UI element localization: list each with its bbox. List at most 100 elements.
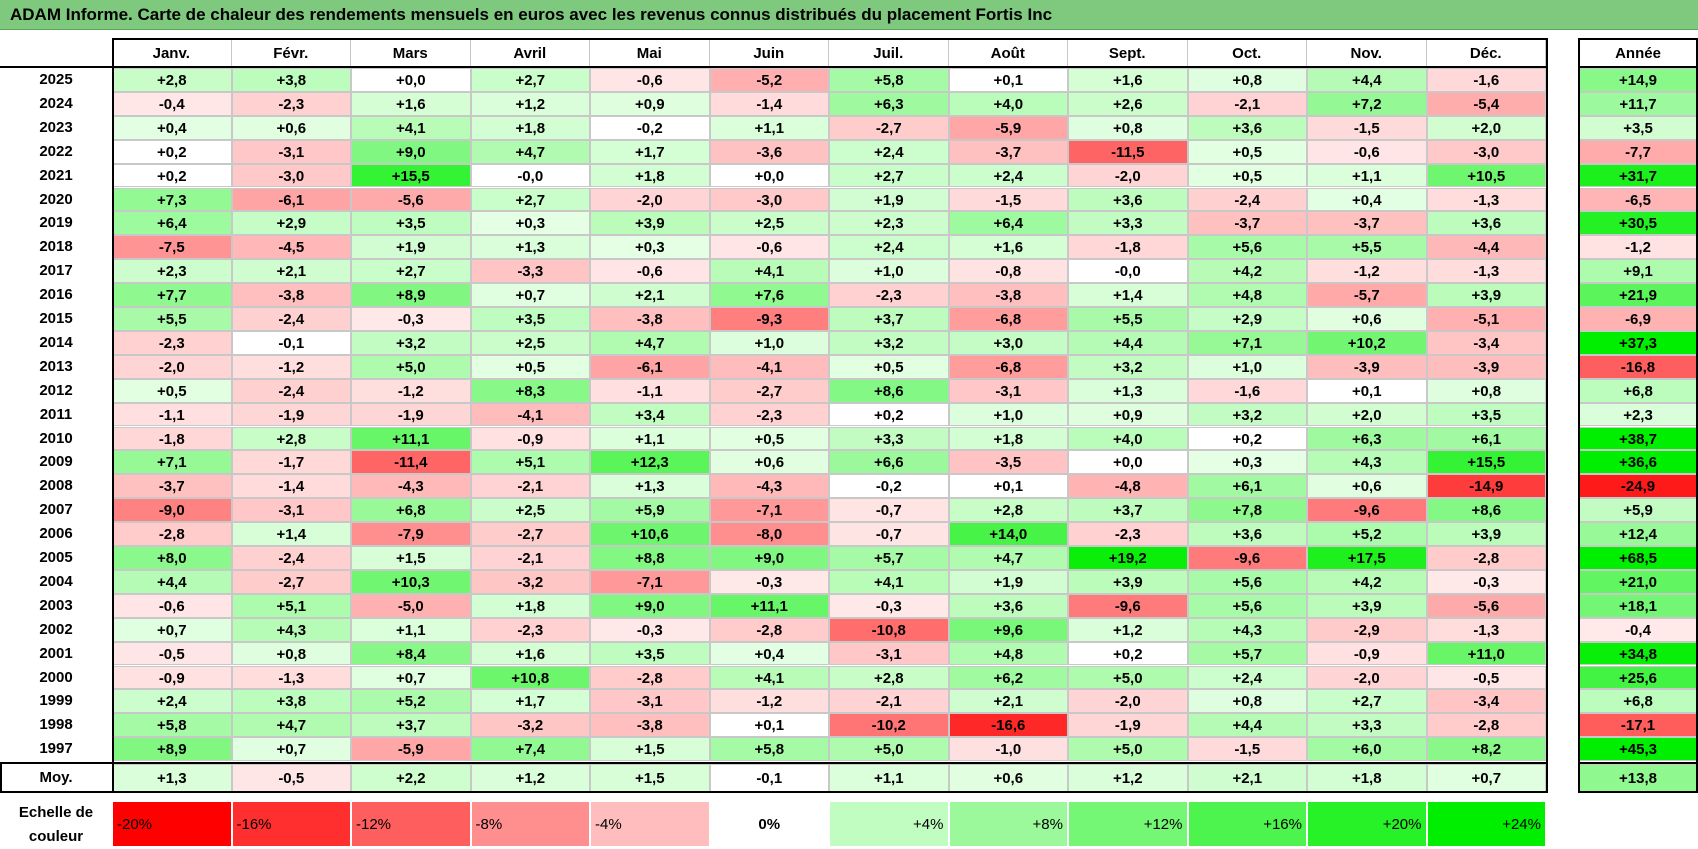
page-title: ADAM Informe. Carte de chaleur des rende… (0, 0, 1698, 30)
annual-cell: +11,7 (1578, 91, 1698, 116)
heatmap-cell: +0,2 (112, 163, 232, 188)
heatmap-cell: -10,2 (829, 713, 949, 738)
average-cell: +1,1 (829, 764, 949, 792)
heatmap-cell: +0,1 (1307, 378, 1427, 403)
heatmap-cell: -0,2 (829, 474, 949, 499)
heatmap-cell: +4,1 (709, 665, 829, 690)
heatmap-cell: -3,1 (231, 498, 351, 523)
heatmap-cell: +1,5 (351, 546, 471, 570)
heatmap-cell: +5,9 (590, 498, 710, 523)
heatmap-cell: +0,7 (231, 737, 351, 762)
annual-cell: +25,6 (1578, 665, 1698, 690)
heatmap-cell: +12,3 (590, 450, 710, 475)
average-cell: +1,3 (112, 764, 232, 792)
heatmap-cell: +5,6 (1187, 235, 1307, 260)
heatmap-cell: +6,6 (829, 450, 949, 475)
heatmap-cell: -1,6 (1426, 68, 1546, 92)
heatmap-cell: +4,7 (231, 713, 351, 738)
heatmap-cell: +6,1 (1187, 474, 1307, 499)
heatmap-cell: +1,6 (1068, 68, 1188, 92)
heatmap-cell: +1,4 (1068, 283, 1188, 307)
heatmap-cell: +0,1 (709, 713, 829, 738)
column-header: Avril (471, 40, 590, 68)
heatmap-cell: +4,1 (709, 259, 829, 284)
heatmap-cell: -2,3 (829, 283, 949, 307)
annual-cell: +18,1 (1578, 593, 1698, 618)
heatmap-cell: +2,8 (829, 665, 949, 690)
heatmap-cell: +3,3 (1068, 211, 1188, 236)
heatmap-cell: +3,3 (829, 426, 949, 451)
heatmap-cell: +5,2 (351, 689, 471, 714)
heatmap-cell: -3,8 (948, 283, 1068, 307)
heatmap-cell: +5,6 (1187, 569, 1307, 594)
heatmap-cell: +3,9 (1426, 522, 1546, 546)
heatmap-cell: -8,0 (709, 522, 829, 546)
heatmap-cell: +5,8 (709, 737, 829, 762)
heatmap-cell: -0,5 (1426, 665, 1546, 690)
heatmap-cell: -2,1 (829, 689, 949, 714)
heatmap-cell: +0,6 (231, 115, 351, 140)
heatmap-cell: -7,1 (709, 498, 829, 523)
heatmap-cell: +3,2 (1187, 402, 1307, 427)
color-scale-step: -20% (112, 801, 232, 847)
heatmap-cell: +8,2 (1426, 737, 1546, 762)
heatmap-cell: -2,3 (709, 402, 829, 427)
heatmap-cell: +1,9 (351, 235, 471, 260)
heatmap-cell: +15,5 (351, 163, 471, 188)
heatmap-cell: +2,0 (1426, 115, 1546, 140)
heatmap-cell: -3,2 (470, 569, 590, 594)
heatmap-cell: +0,1 (948, 68, 1068, 92)
heatmap-cell: -1,8 (1068, 235, 1188, 260)
year-label: 2021 (39, 166, 73, 184)
heatmap-cell: +6,3 (829, 91, 949, 116)
year-label: 2020 (39, 190, 73, 208)
average-cell: +1,2 (470, 764, 590, 792)
heatmap-cell: -2,4 (231, 378, 351, 403)
heatmap-cell: +1,7 (470, 689, 590, 714)
heatmap-cell: -1,3 (231, 665, 351, 690)
year-label: 2002 (39, 620, 73, 638)
heatmap-cell: -0,1 (231, 330, 351, 355)
heatmap-cell: -0,7 (829, 522, 949, 546)
annual-cell: -0,4 (1578, 617, 1698, 642)
heatmap-cell: +1,6 (470, 641, 590, 666)
heatmap-cell: -3,7 (1307, 211, 1427, 236)
heatmap-cell: -1,1 (590, 378, 710, 403)
heatmap-cell: +2,5 (470, 330, 590, 355)
heatmap-cell: +10,8 (470, 665, 590, 690)
heatmap-cell: -0,6 (590, 68, 710, 92)
heatmap-cell: +5,8 (112, 713, 232, 738)
heatmap-cell: -3,9 (1307, 354, 1427, 379)
heatmap-cell: +4,3 (231, 617, 351, 642)
heatmap-cell: +7,4 (470, 737, 590, 762)
heatmap-cell: -0,3 (1426, 569, 1546, 594)
heatmap-cell: +6,1 (1426, 426, 1546, 451)
year-label: 2011 (39, 405, 73, 423)
heatmap-cell: -2,0 (1068, 163, 1188, 188)
heatmap-cell: +3,6 (1426, 211, 1546, 236)
heatmap-cell: +0,3 (1187, 450, 1307, 475)
heatmap-cell: +1,4 (231, 522, 351, 546)
annual-cell: +6,8 (1578, 378, 1698, 403)
heatmap-cell: +1,0 (829, 259, 949, 284)
heatmap-cell: +1,8 (470, 115, 590, 140)
heatmap-cell: +1,0 (948, 402, 1068, 427)
heatmap-cell: +0,5 (829, 354, 949, 379)
heatmap-cell: +0,8 (1426, 378, 1546, 403)
column-header: Août (949, 40, 1068, 68)
color-scale-label: Echelle de couleur (18, 804, 94, 845)
heatmap-cell: -9,0 (112, 498, 232, 523)
heatmap-cell: +1,2 (470, 91, 590, 116)
heatmap-cell: -1,9 (231, 402, 351, 427)
heatmap-cell: -0,0 (1068, 259, 1188, 284)
column-header: Juil. (829, 40, 949, 68)
heatmap-cell: -7,1 (590, 569, 710, 594)
year-label: 2007 (39, 501, 73, 519)
heatmap-cell: +0,2 (1068, 641, 1188, 666)
color-scale-step: -4% (590, 801, 710, 847)
heatmap-cell: -1,9 (1068, 713, 1188, 738)
color-scale-step: -12% (351, 801, 471, 847)
annual-cell: -17,1 (1578, 713, 1698, 738)
heatmap-cell: +4,4 (1068, 330, 1188, 355)
heatmap-cell: +6,2 (948, 665, 1068, 690)
